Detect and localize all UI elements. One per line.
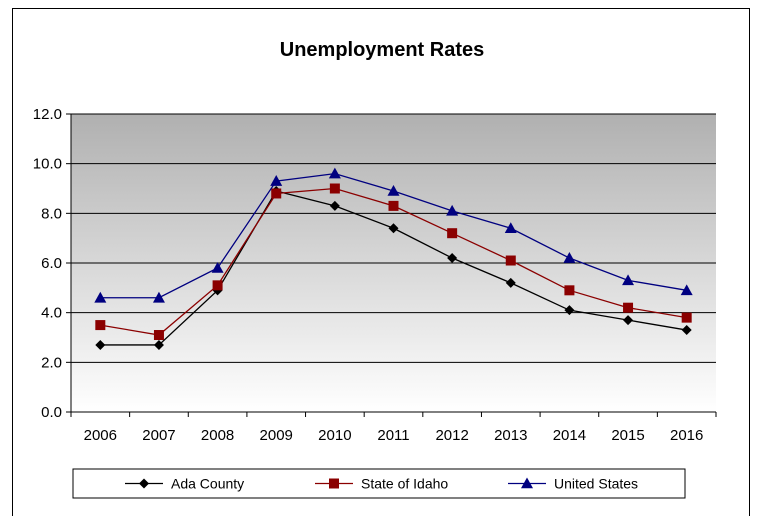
data-point-united-states xyxy=(270,175,283,186)
y-tick-label: 4.0 xyxy=(41,305,62,322)
data-point-united-states xyxy=(680,284,693,296)
data-point-state-of-idaho xyxy=(681,312,692,323)
data-point-united-states xyxy=(563,252,576,263)
legend-marker-state-of-idaho xyxy=(329,478,339,489)
data-point-ada-county xyxy=(681,325,692,336)
data-point-united-states xyxy=(211,261,224,273)
y-tick-label: 0.0 xyxy=(41,404,62,421)
data-point-ada-county xyxy=(505,277,516,288)
y-tick-label: 6.0 xyxy=(41,255,62,272)
data-point-state-of-idaho xyxy=(153,330,164,341)
x-tick-label: 2008 xyxy=(201,427,234,444)
data-point-ada-county xyxy=(388,223,399,234)
data-point-state-of-idaho xyxy=(271,188,282,199)
x-tick-label: 2014 xyxy=(553,427,586,444)
data-point-ada-county xyxy=(564,305,575,316)
data-point-united-states xyxy=(622,274,635,286)
legend-marker-united-states xyxy=(521,477,533,489)
x-tick-label: 2013 xyxy=(494,427,527,444)
data-point-state-of-idaho xyxy=(505,255,516,266)
plot-area: 0.0 2.0 4.0 6.0 8.0 10.0 12.0 2006 2007 2008 2009 2… xyxy=(33,106,717,444)
data-point-ada-county xyxy=(329,200,340,211)
data-point-united-states xyxy=(152,291,165,303)
data-point-ada-county xyxy=(447,253,458,264)
x-tick-label: 2009 xyxy=(260,427,293,444)
x-tick-label: 2010 xyxy=(318,427,351,444)
y-tick-label: 12.0 xyxy=(33,106,62,123)
data-point-ada-county xyxy=(95,339,106,350)
data-point-united-states xyxy=(328,167,341,179)
chart-frame: Unemployment Rates 0.0 2.0 4.0 6.0 8.0 10.0 12… xyxy=(12,8,750,516)
x-tick-label: 2006 xyxy=(84,427,117,444)
x-tick-label: 2011 xyxy=(377,427,409,444)
line-chart: Unemployment Rates 0.0 2.0 4.0 6.0 8.0 10.0 12… xyxy=(33,39,717,499)
chart-title: Unemployment Rates xyxy=(280,39,485,61)
legend-label-state-of-idaho: State of Idaho xyxy=(361,476,448,492)
data-point-united-states xyxy=(387,184,400,196)
data-point-united-states xyxy=(504,222,517,234)
data-point-ada-county xyxy=(623,315,634,326)
data-point-united-states xyxy=(446,204,459,216)
data-point-state-of-idaho xyxy=(623,302,634,313)
legend-marker-ada-county xyxy=(139,478,149,489)
y-tick-label: 8.0 xyxy=(41,205,62,222)
x-tick-label: 2015 xyxy=(611,427,644,444)
data-point-state-of-idaho xyxy=(447,228,458,239)
y-tick-label: 10.0 xyxy=(33,156,62,173)
data-point-state-of-idaho xyxy=(564,285,575,296)
legend-label-ada-county: Ada County xyxy=(171,476,244,492)
legend: Ada County State of Idaho United States xyxy=(72,468,686,499)
y-tick-label: 2.0 xyxy=(41,354,62,371)
legend-box xyxy=(72,468,686,499)
x-tick-label: 2016 xyxy=(670,427,703,444)
x-tick-label: 2007 xyxy=(142,427,175,444)
data-point-united-states xyxy=(94,291,107,303)
data-point-state-of-idaho xyxy=(329,183,340,194)
data-point-state-of-idaho xyxy=(95,320,106,331)
data-point-state-of-idaho xyxy=(212,280,223,291)
legend-label-united-states: United States xyxy=(554,476,638,492)
x-tick-label: 2012 xyxy=(435,427,468,444)
data-point-ada-county xyxy=(153,339,164,350)
data-point-state-of-idaho xyxy=(388,200,399,211)
